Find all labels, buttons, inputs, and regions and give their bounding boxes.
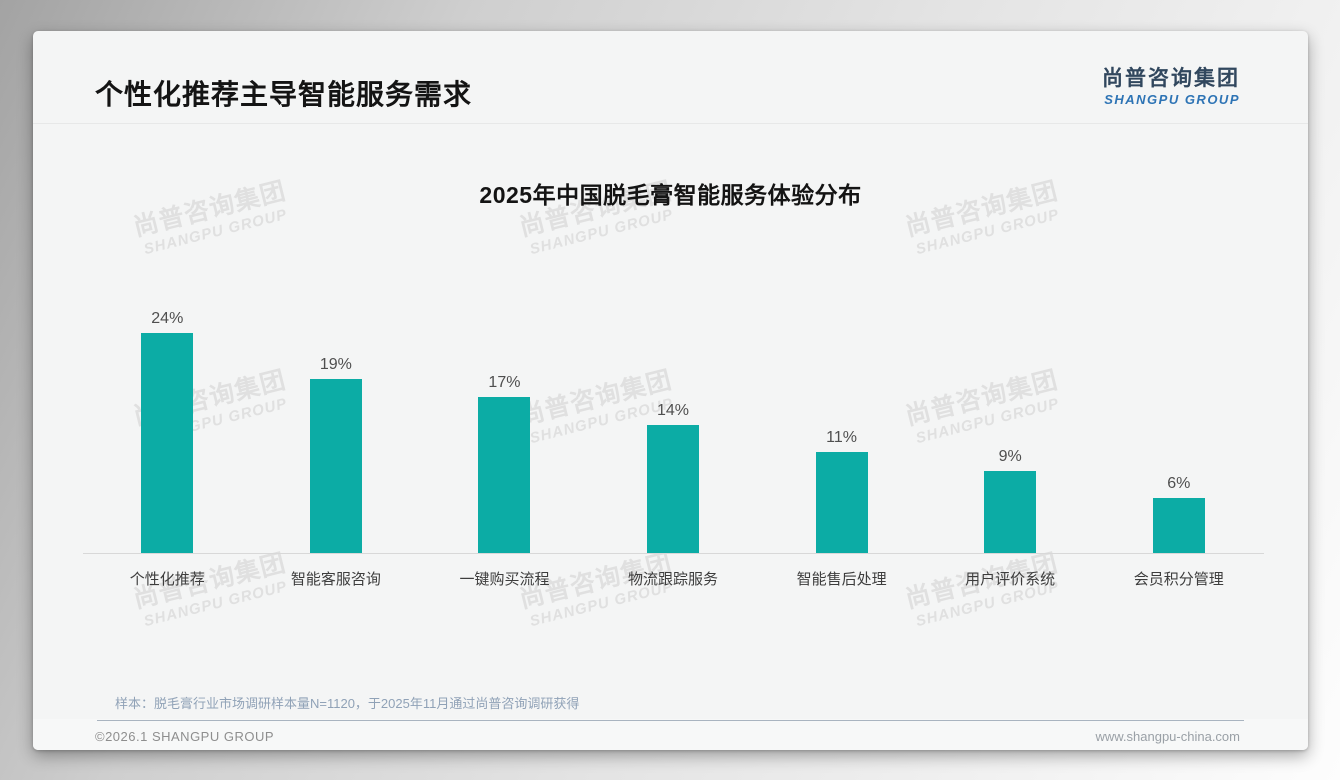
bar-category-label: 智能售后处理 [796, 571, 887, 588]
bar-value-label: 14% [657, 402, 690, 419]
sample-note: 样本：脱毛膏行业市场调研样本量N=1120，于2025年11月通过尚普咨询调研获… [115, 696, 580, 711]
bar-column: 19% 智能客服咨询 [252, 263, 421, 588]
bar-column: 17% 一键购买流程 [420, 263, 589, 588]
bar-category-label: 一键购买流程 [459, 571, 550, 588]
bar-column: 9% 用户评价系统 [926, 263, 1095, 588]
bar-category-label: 用户评价系统 [965, 571, 1056, 588]
bar [141, 333, 194, 553]
chart-title: 2025年中国脱毛膏智能服务体验分布 [479, 182, 862, 208]
bar [647, 425, 700, 553]
company-logo: 尚普咨询集团 SHANGPU GROUP [1102, 67, 1240, 108]
bar-category-label: 物流跟踪服务 [628, 571, 719, 588]
bar-column: 6% 会员积分管理 [1094, 263, 1263, 588]
website-url: www.shangpu-china.com [1095, 729, 1240, 744]
bar-category-label: 智能客服咨询 [290, 571, 381, 588]
bar-value-label: 17% [488, 374, 521, 391]
slide-card: 个性化推荐主导智能服务需求 尚普咨询集团 SHANGPU GROUP 尚普咨询集… [33, 31, 1308, 750]
watermark: 尚普咨询集团 SHANGPU GROUP [105, 542, 320, 637]
watermark: 尚普咨询集团 SHANGPU GROUP [877, 542, 1092, 637]
bar-column: 11% 智能售后处理 [757, 263, 926, 588]
footer-strip [33, 719, 1308, 750]
bar [1152, 498, 1205, 553]
x-axis-line [83, 553, 1264, 554]
copyright-text: ©2026.1 SHANGPU GROUP [95, 729, 275, 744]
logo-chinese-name: 尚普咨询集团 [1102, 67, 1240, 90]
watermark: 尚普咨询集团 SHANGPU GROUP [491, 542, 706, 637]
bar-column: 24% 个性化推荐 [83, 263, 252, 588]
bar [309, 379, 362, 553]
bar-column: 14% 物流跟踪服务 [589, 263, 758, 588]
bar-chart: 24% 个性化推荐 19% 智能客服咨询 17% 一键购买流程 14% 物流跟踪… [83, 263, 1263, 588]
bar [478, 397, 531, 553]
bar-value-label: 11% [826, 429, 858, 446]
header-divider [33, 123, 1308, 124]
bar-value-label: 6% [1167, 475, 1191, 492]
bar-value-label: 24% [151, 310, 184, 327]
bar-category-label: 个性化推荐 [129, 571, 205, 588]
footer-divider [97, 720, 1244, 721]
bar-category-label: 会员积分管理 [1133, 571, 1224, 588]
logo-english-name: SHANGPU GROUP [1104, 92, 1240, 108]
bar [815, 452, 868, 553]
bar-value-label: 9% [998, 448, 1022, 465]
page-title: 个性化推荐主导智能服务需求 [95, 79, 473, 110]
bar [984, 471, 1037, 553]
bar-value-label: 19% [319, 356, 352, 373]
